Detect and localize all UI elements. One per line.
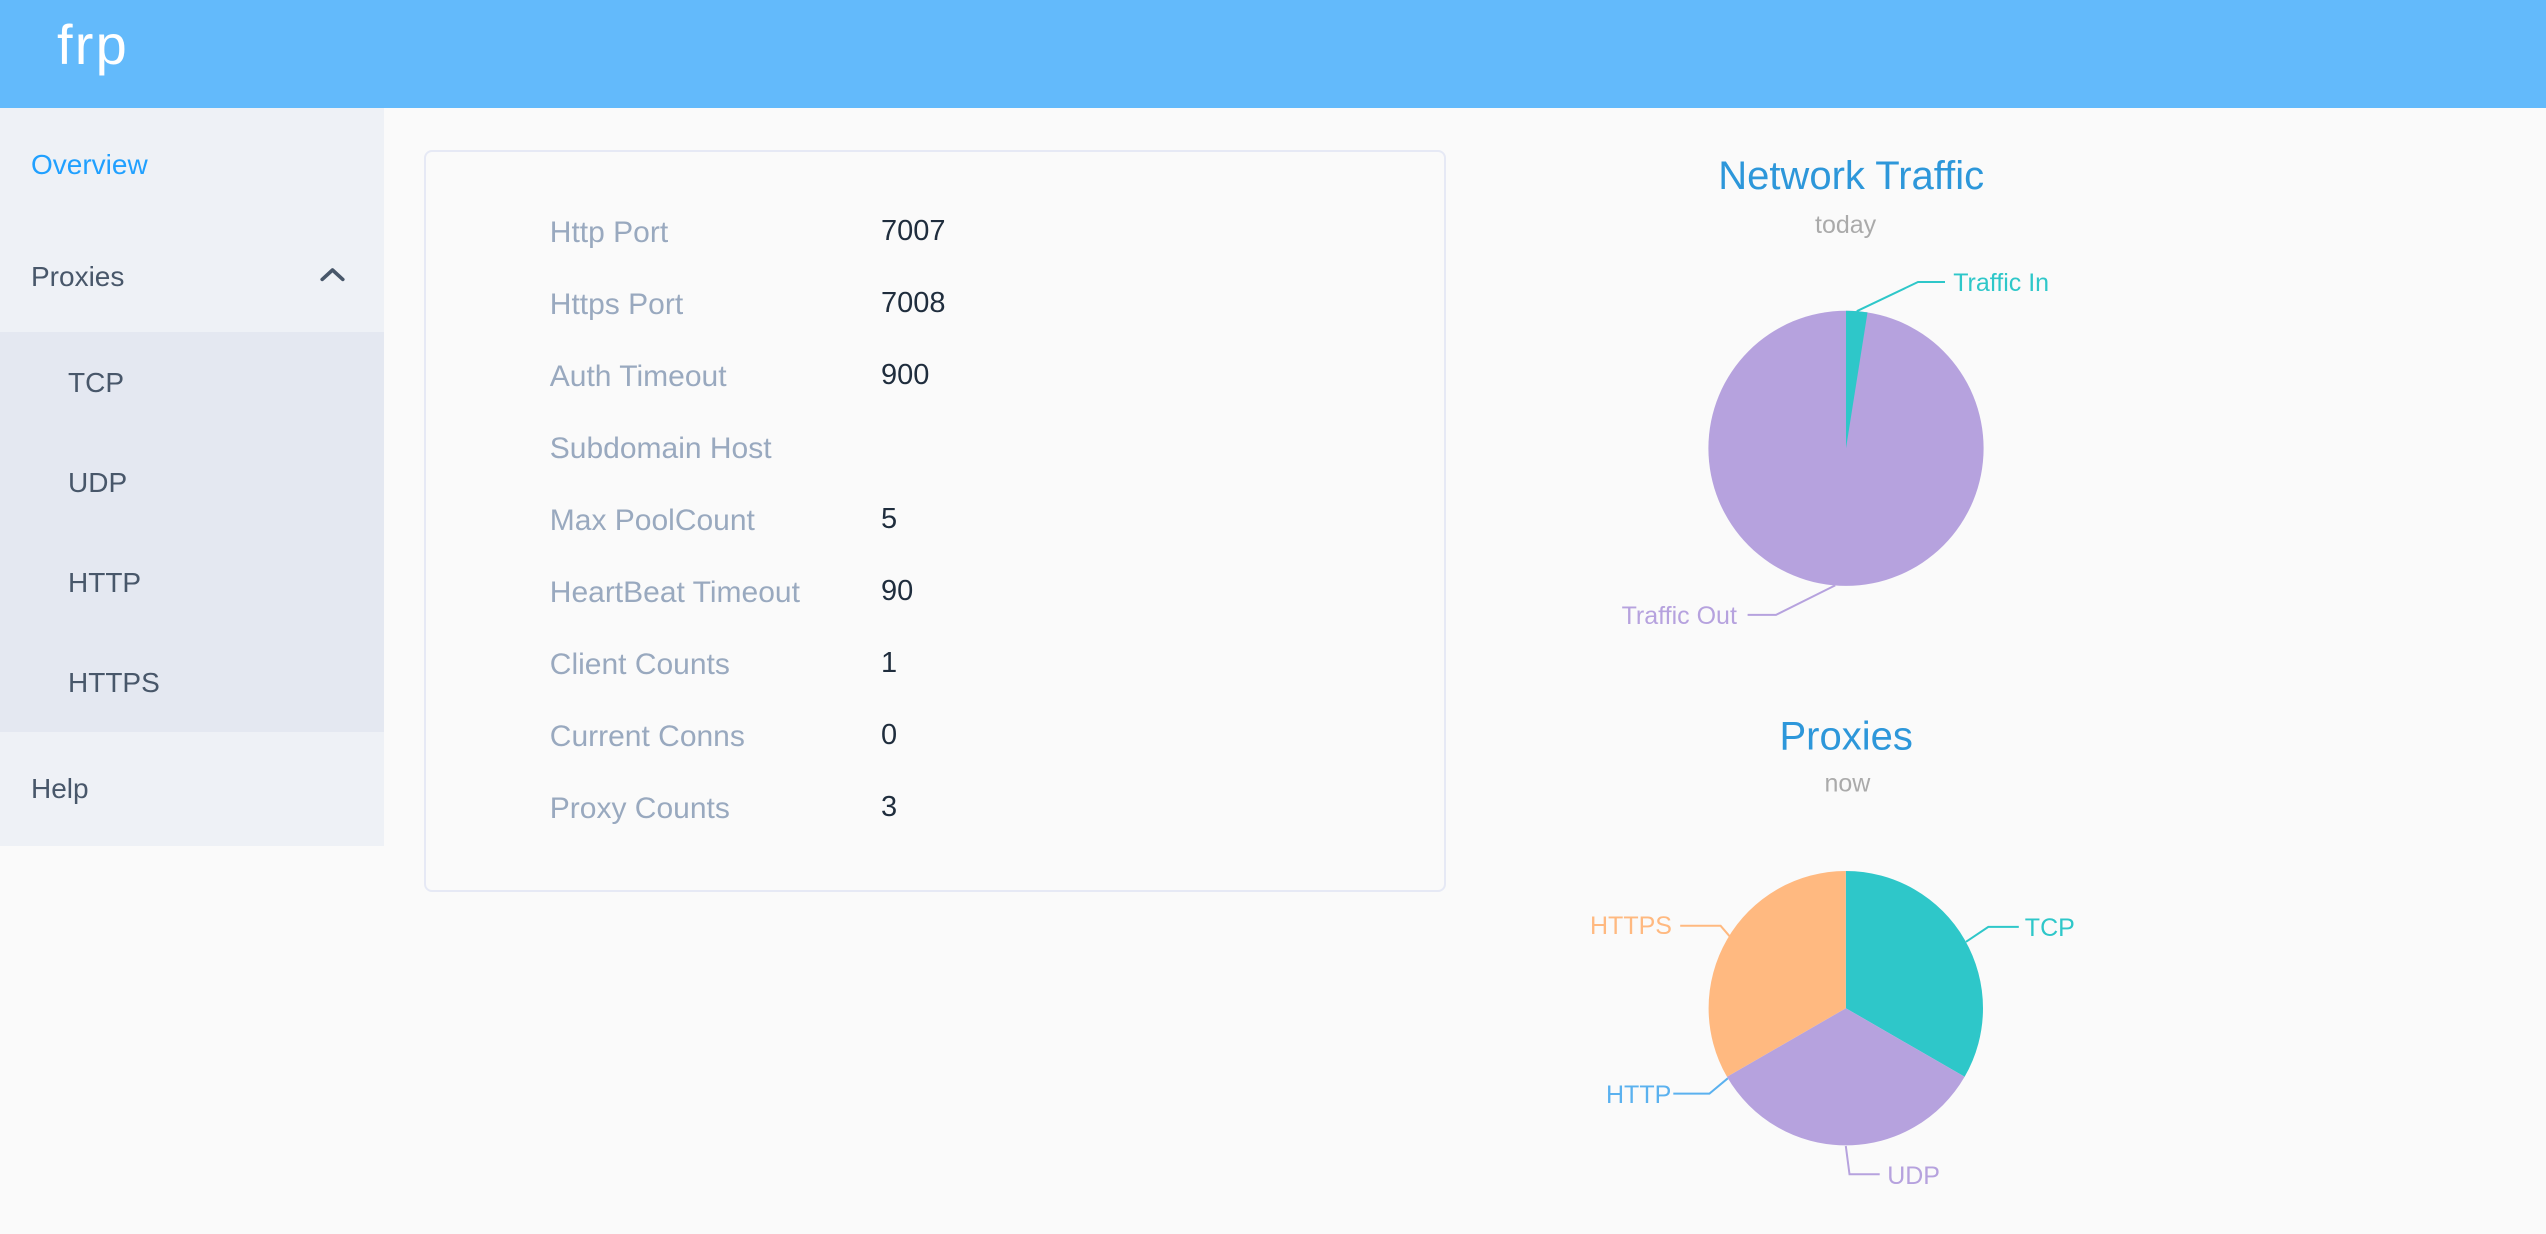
svg-text:HTTPS: HTTPS bbox=[1590, 912, 1672, 940]
svg-text:HTTP: HTTP bbox=[1606, 1081, 1671, 1109]
svg-text:Proxies: Proxies bbox=[1780, 715, 1913, 759]
svg-text:UDP: UDP bbox=[1887, 1162, 1940, 1190]
svg-text:TCP: TCP bbox=[2025, 914, 2075, 942]
svg-text:Traffic Out: Traffic Out bbox=[1622, 602, 1737, 630]
svg-text:now: now bbox=[1824, 770, 1871, 798]
svg-text:Traffic In: Traffic In bbox=[1953, 269, 2049, 297]
svg-text:today: today bbox=[1815, 211, 1877, 239]
svg-text:Network Traffic: Network Traffic bbox=[1718, 154, 1984, 198]
